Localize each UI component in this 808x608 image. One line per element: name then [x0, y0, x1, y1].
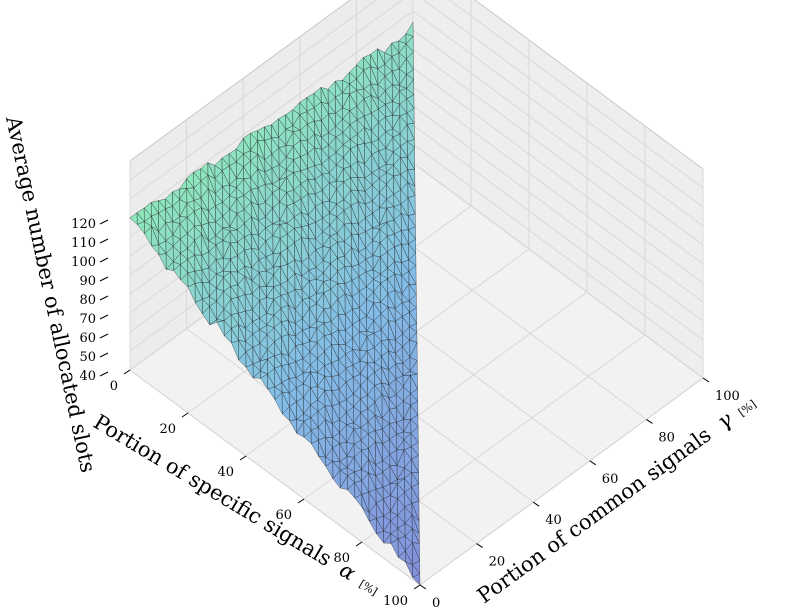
y-tick-label: 80	[658, 430, 675, 445]
z-tick-label: 50	[79, 350, 96, 365]
x-tick-label: 100	[383, 594, 408, 608]
y-tick-label: 40	[545, 513, 562, 528]
grid-line-z	[129, 0, 704, 208]
x-tick-label: 20	[159, 422, 176, 437]
z-tick-label: 60	[79, 331, 96, 346]
z-tick-mark	[99, 371, 109, 377]
surface-mesh	[129, 21, 421, 586]
x-tick-label: 0	[110, 379, 118, 394]
z-tick-mark	[99, 276, 109, 282]
x-tick-mark	[413, 584, 421, 590]
z-tick-label: 90	[79, 274, 96, 289]
z-tick-mark	[99, 257, 109, 263]
grid-line-z	[129, 10, 704, 227]
y-tick-label: 20	[489, 555, 506, 570]
z-tick-mark	[99, 314, 109, 320]
y-axis-symbol: γ	[713, 407, 738, 434]
y-tick-label: 0	[432, 596, 440, 608]
z-tick-label: 70	[79, 312, 96, 327]
z-tick-mark	[99, 295, 109, 301]
x-tick-mark	[297, 498, 305, 504]
x-tick-label: 40	[217, 465, 234, 480]
z-tick-mark	[99, 352, 109, 358]
surface-facet	[412, 573, 421, 586]
x-tick-label: 60	[275, 508, 292, 523]
grid-line-z	[129, 0, 704, 189]
x-tick-mark	[239, 455, 247, 461]
y-tick-mark	[702, 377, 710, 383]
z-tick-mark	[99, 219, 109, 225]
y-tick-label: 100	[715, 389, 740, 404]
y-tick-mark	[589, 460, 597, 466]
x-tick-label: 80	[333, 551, 350, 566]
y-tick-mark	[646, 418, 653, 424]
z-tick-mark	[99, 333, 109, 339]
x-tick-mark	[355, 541, 363, 547]
y-tick-mark	[419, 584, 427, 590]
z-tick-label: 110	[71, 236, 96, 251]
z-tick-label: 80	[79, 293, 96, 308]
z-tick-label: 40	[79, 369, 96, 384]
z-tick-label: 120	[71, 217, 96, 232]
y-tick-label: 60	[602, 472, 619, 487]
y-tick-mark	[532, 501, 540, 507]
x-axis-unit: [%]	[357, 577, 380, 598]
axis-ticks: 0 20 40 60 80 100 0 20 40 60 80 100 40 50 60 70 80 90 100 1…	[71, 217, 740, 608]
z-tick-label: 100	[71, 255, 96, 270]
x-tick-mark	[181, 412, 189, 418]
y-tick-mark	[476, 543, 483, 549]
z-tick-mark	[99, 238, 109, 244]
x-tick-mark	[123, 369, 131, 375]
